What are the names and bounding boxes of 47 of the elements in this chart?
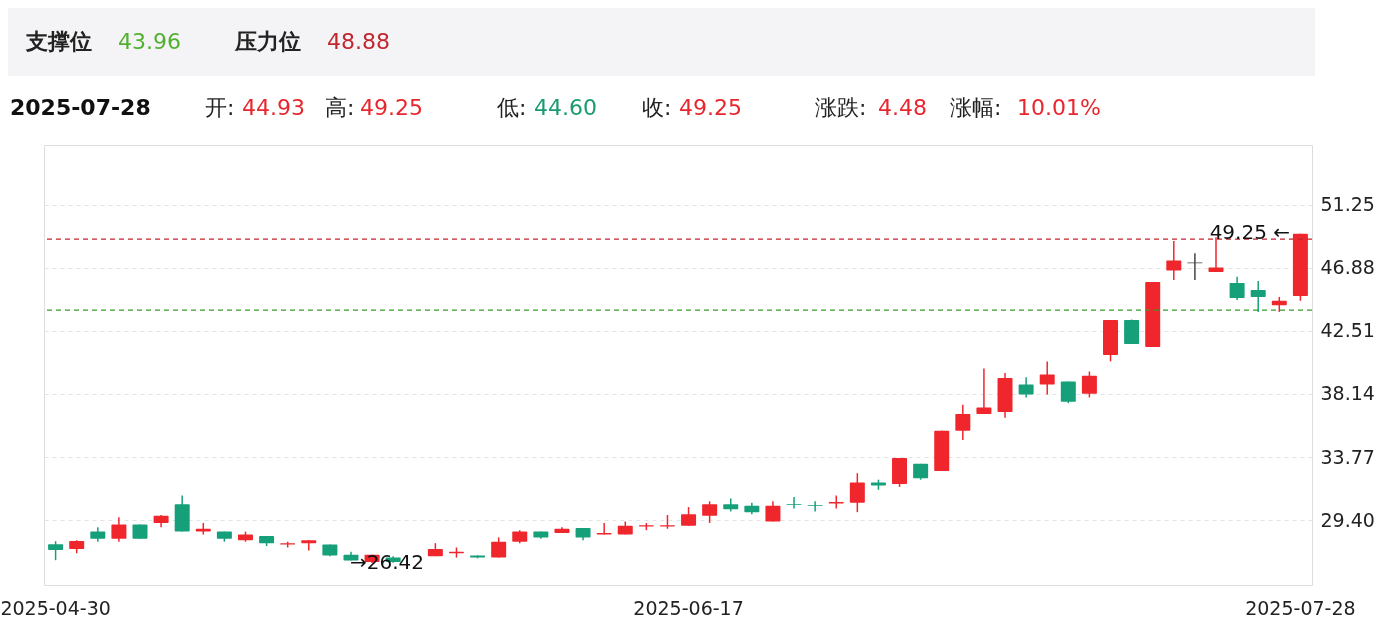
- y-tick-label: 29.40: [1320, 508, 1375, 531]
- candlestick: [301, 539, 317, 552]
- text: 低:: [497, 95, 527, 120]
- candlestick: [681, 506, 697, 527]
- candlestick: [1018, 376, 1034, 399]
- candlestick: [491, 536, 507, 559]
- text: 涨跌:: [815, 95, 867, 120]
- y-tick-label: 42.51: [1320, 319, 1375, 342]
- y-tick-label: 38.14: [1320, 382, 1375, 405]
- y-tick-label: 51.25: [1320, 193, 1375, 216]
- x-tick-label: 2025-04-30: [0, 596, 111, 619]
- candlestick: [786, 496, 802, 510]
- text: 开:: [205, 95, 235, 120]
- y-tick-label: 46.88: [1320, 256, 1375, 279]
- candlestick: [1166, 240, 1182, 281]
- text: 48.88: [327, 29, 390, 54]
- text: 涨幅:: [950, 95, 1002, 120]
- text: 高:: [325, 95, 355, 120]
- text: 4.48: [878, 95, 927, 120]
- annotation: 49.25 ←: [1209, 220, 1290, 244]
- text: 49.25: [360, 95, 423, 120]
- candlestick: [1229, 276, 1245, 301]
- text: 49.25: [679, 95, 742, 120]
- candlestick: [1250, 280, 1266, 313]
- text: 10.01%: [1017, 95, 1101, 120]
- text: 收:: [642, 95, 672, 120]
- text: 2025-07-28: [10, 95, 151, 120]
- candlestick: [807, 500, 823, 513]
- candlestick: [849, 472, 865, 513]
- x-tick-label: 2025-07-28: [1245, 596, 1356, 619]
- x-tick-label: 2025-06-17: [633, 596, 744, 619]
- text: 压力位: [234, 29, 301, 54]
- candlestick: [111, 516, 127, 543]
- text: 43.96: [118, 29, 181, 54]
- candlestick: [1039, 360, 1055, 396]
- y-tick-label: 33.77: [1320, 445, 1375, 468]
- candlestick: [48, 540, 64, 561]
- text: 支撑位: [25, 29, 92, 54]
- candlestick: [955, 403, 971, 441]
- annotation: →26.42: [350, 550, 425, 574]
- candlestick: [596, 522, 612, 536]
- candlestick: [1081, 370, 1097, 399]
- text: 44.60: [534, 95, 597, 120]
- candlestick: [765, 500, 781, 523]
- candlestick: [976, 367, 992, 415]
- candlestick: [702, 500, 718, 524]
- text: 44.93: [242, 95, 305, 120]
